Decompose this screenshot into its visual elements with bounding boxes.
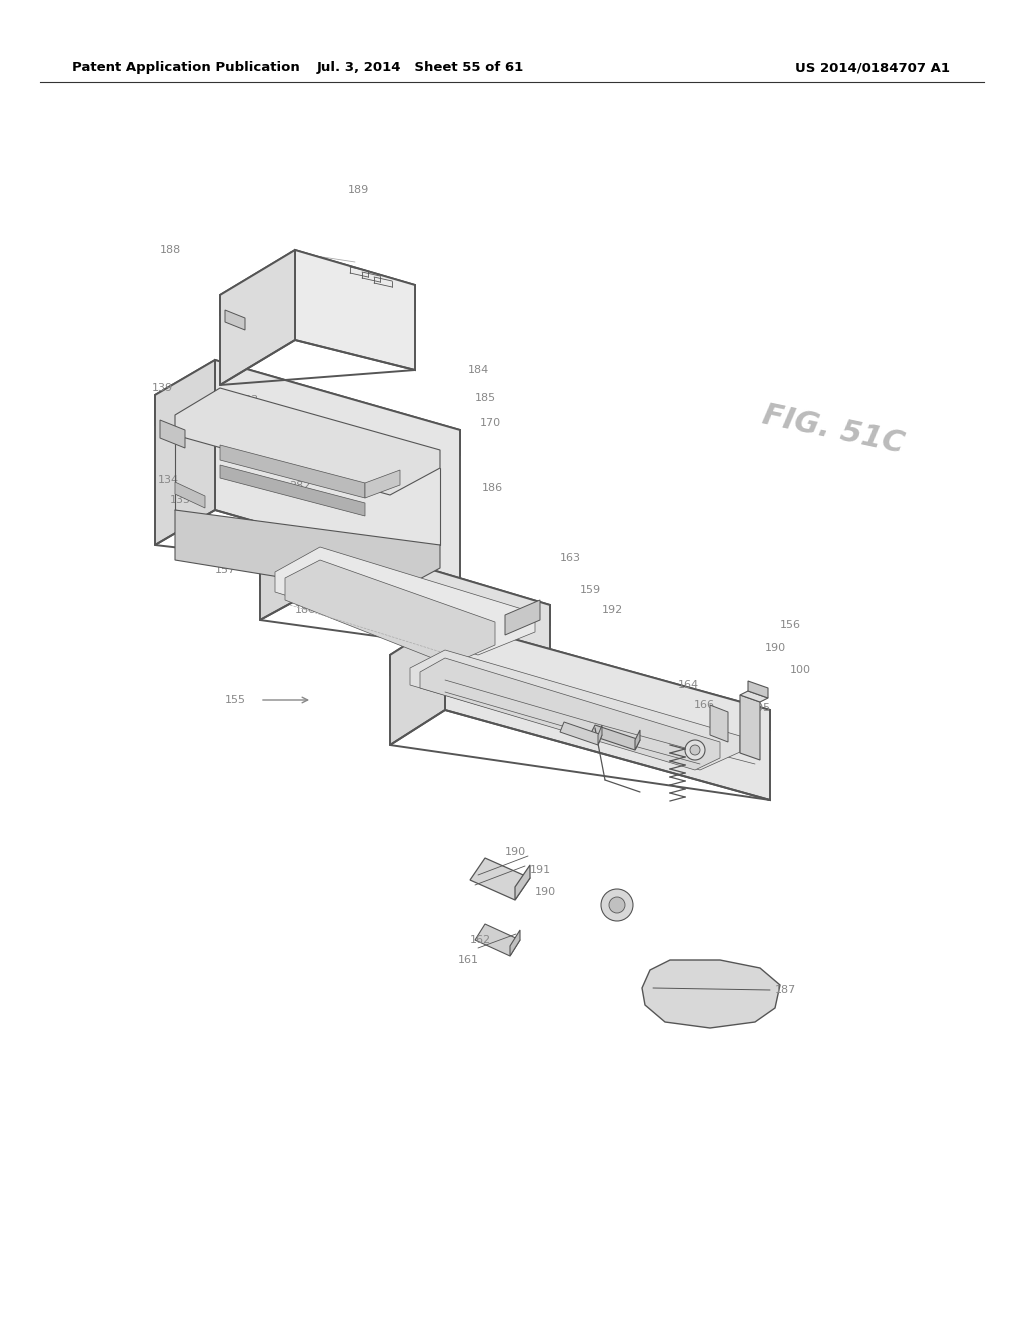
Text: 161: 161 [458, 954, 478, 965]
Circle shape [690, 744, 700, 755]
Text: 185: 185 [474, 393, 496, 403]
Polygon shape [275, 546, 535, 655]
Text: 166: 166 [693, 700, 715, 710]
Polygon shape [220, 249, 415, 355]
Text: 139: 139 [152, 383, 173, 393]
Polygon shape [295, 249, 415, 370]
Polygon shape [598, 725, 602, 744]
Polygon shape [260, 535, 550, 660]
Text: 163: 163 [259, 463, 281, 473]
Text: 162: 162 [469, 935, 490, 945]
Text: 188: 188 [160, 246, 180, 255]
Polygon shape [748, 681, 768, 698]
Polygon shape [220, 249, 295, 385]
Text: 164: 164 [678, 680, 698, 690]
Text: 159: 159 [580, 585, 600, 595]
Polygon shape [740, 690, 768, 702]
Polygon shape [285, 560, 495, 665]
Polygon shape [590, 725, 640, 750]
Polygon shape [420, 657, 720, 770]
Polygon shape [160, 420, 185, 447]
Polygon shape [175, 510, 440, 595]
Text: 191: 191 [529, 865, 551, 875]
Text: 189: 189 [347, 185, 369, 195]
Polygon shape [470, 858, 530, 900]
Text: 155: 155 [224, 696, 246, 705]
Polygon shape [220, 465, 365, 516]
Polygon shape [155, 360, 460, 506]
Polygon shape [365, 470, 400, 498]
Polygon shape [642, 960, 780, 1028]
Polygon shape [475, 924, 520, 956]
Text: 190: 190 [505, 847, 525, 857]
Polygon shape [220, 445, 365, 498]
Polygon shape [510, 931, 520, 956]
Text: US 2014/0184707 A1: US 2014/0184707 A1 [795, 62, 950, 74]
Circle shape [601, 888, 633, 921]
Text: 190: 190 [765, 643, 785, 653]
Text: 100: 100 [790, 665, 811, 675]
Polygon shape [225, 310, 245, 330]
Polygon shape [515, 865, 530, 900]
Polygon shape [155, 360, 215, 545]
Text: 170: 170 [479, 418, 501, 428]
Polygon shape [315, 535, 550, 660]
Polygon shape [175, 388, 440, 495]
Text: 187: 187 [774, 985, 796, 995]
Polygon shape [390, 620, 770, 766]
Text: 190: 190 [535, 887, 556, 898]
Polygon shape [445, 620, 770, 800]
Polygon shape [175, 482, 205, 508]
Polygon shape [740, 696, 760, 760]
Text: 184: 184 [467, 366, 488, 375]
Polygon shape [560, 722, 602, 744]
Polygon shape [710, 705, 728, 742]
Text: 165: 165 [645, 735, 667, 744]
Text: 186: 186 [481, 483, 503, 492]
Text: 195: 195 [750, 704, 771, 713]
Text: 282: 282 [290, 480, 310, 491]
Circle shape [609, 898, 625, 913]
Text: 183: 183 [238, 395, 259, 405]
Text: 192: 192 [601, 605, 623, 615]
Polygon shape [260, 535, 315, 620]
Polygon shape [505, 601, 540, 635]
Circle shape [685, 741, 705, 760]
Polygon shape [635, 730, 640, 750]
Polygon shape [215, 360, 460, 579]
Text: 156: 156 [779, 620, 801, 630]
Text: 135: 135 [170, 495, 190, 506]
Polygon shape [390, 620, 445, 744]
Text: Patent Application Publication: Patent Application Publication [72, 62, 300, 74]
Polygon shape [410, 649, 740, 770]
Text: 169: 169 [271, 445, 293, 455]
Text: 186: 186 [295, 605, 315, 615]
Text: Jul. 3, 2014   Sheet 55 of 61: Jul. 3, 2014 Sheet 55 of 61 [316, 62, 523, 74]
Text: 134: 134 [158, 475, 178, 484]
Text: 157: 157 [214, 565, 236, 576]
Text: 163: 163 [559, 553, 581, 564]
Text: FIG. 51C: FIG. 51C [760, 401, 907, 459]
